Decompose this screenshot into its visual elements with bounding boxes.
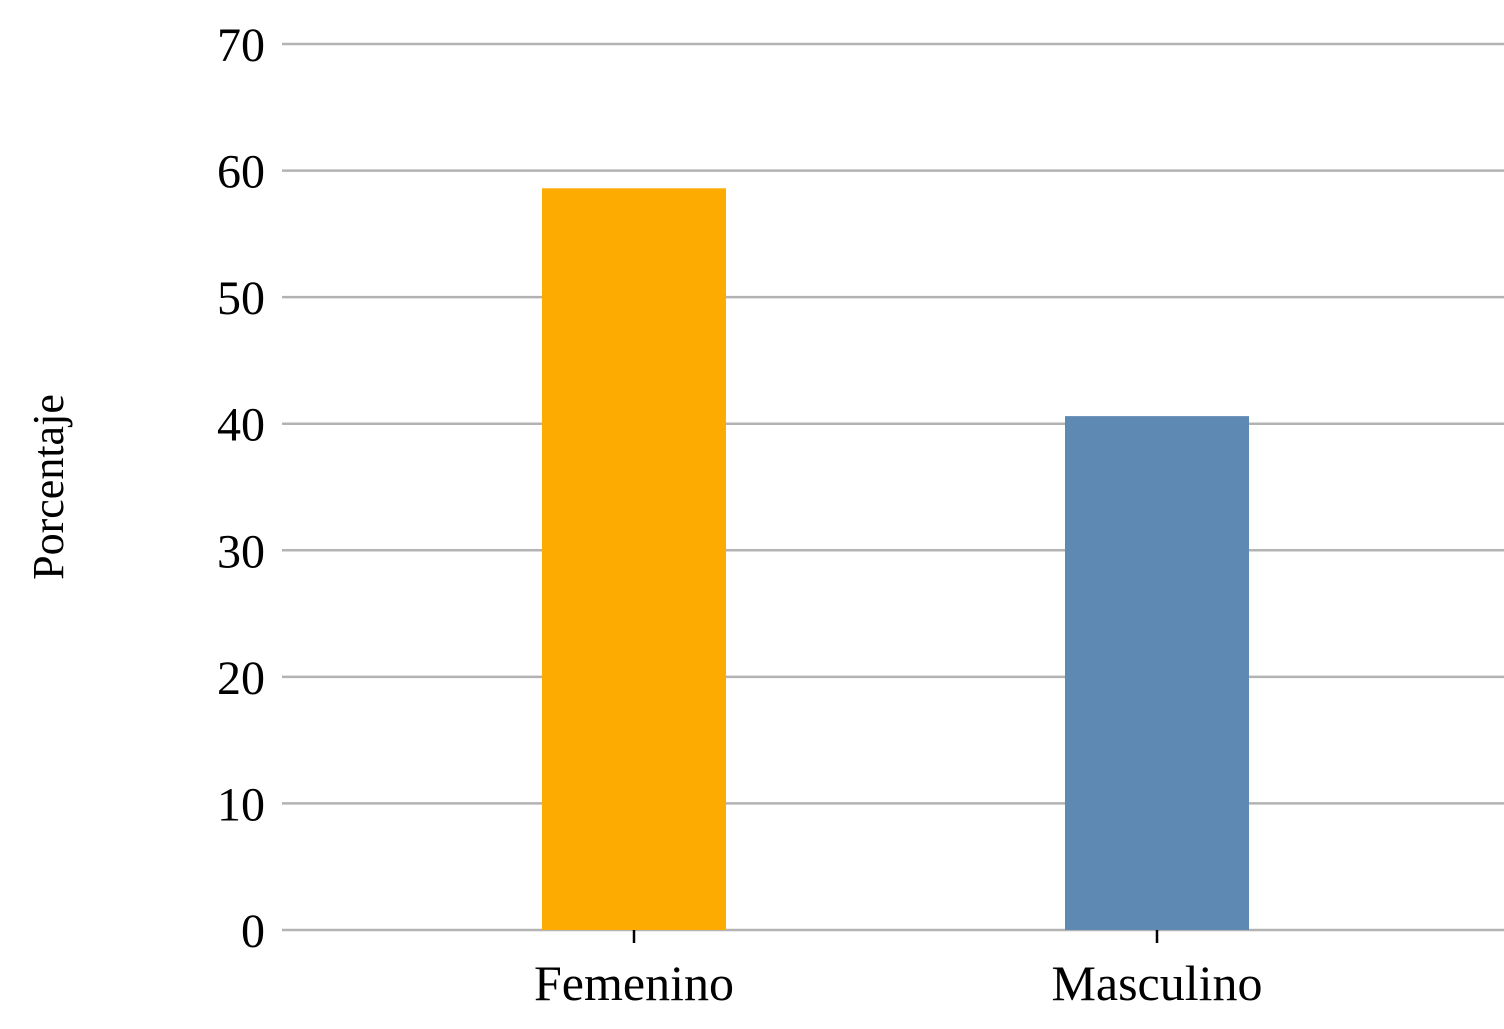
y-tick-label-20: 20 [217,652,265,705]
x-axis-ticks [632,930,1159,943]
y-tick-label-30: 30 [217,525,265,578]
bar-masculino [1065,416,1249,930]
y-tick-label-50: 50 [217,272,265,325]
x-axis-category-labels: Femenino Masculino [534,955,1263,1011]
y-tick-label-40: 40 [217,399,265,452]
y-tick-label-10: 10 [217,778,265,831]
y-axis-title: Porcentaje [24,394,73,580]
y-tick-label-0: 0 [241,905,265,958]
y-tick-label-60: 60 [217,146,265,199]
y-tick-label-70: 70 [217,19,265,72]
x-category-label-masculino: Masculino [1051,955,1262,1011]
x-category-label-femenino: Femenino [534,955,734,1011]
bars [542,188,1249,930]
gridlines [282,42,1504,932]
bar-femenino [542,188,726,930]
y-axis-tick-labels: 0 10 20 30 40 50 60 70 [217,19,265,958]
